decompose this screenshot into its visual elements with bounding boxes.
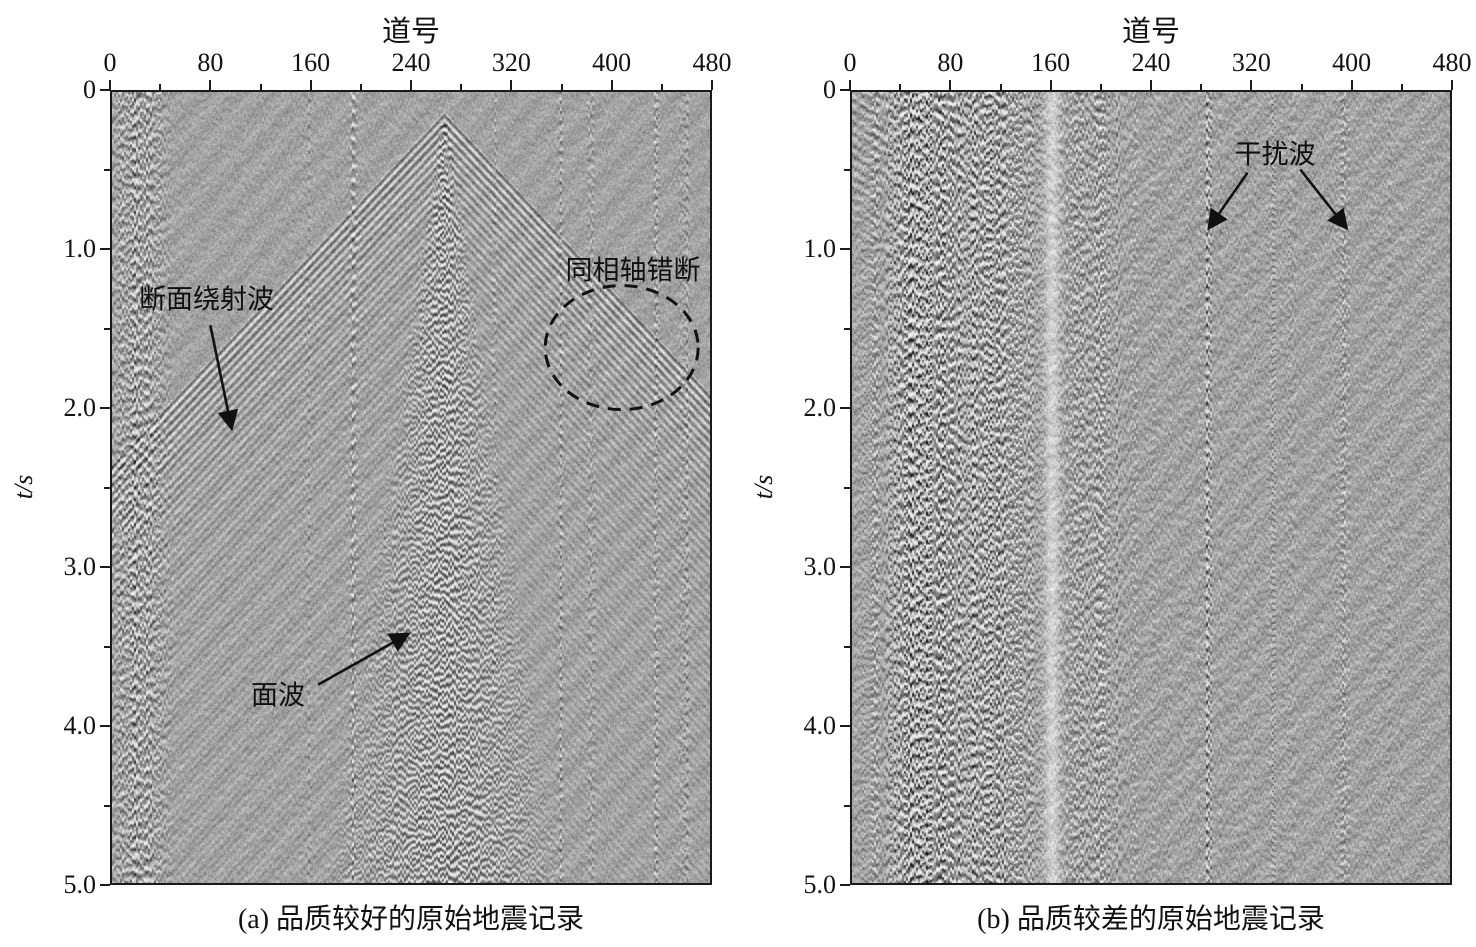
y-minor-tick — [844, 804, 850, 807]
x-tick-label: 480 — [692, 48, 732, 77]
y-tick-label: 3.0 — [63, 552, 97, 581]
y-minor-tick — [104, 168, 110, 171]
y-tick-label: 0 — [823, 75, 836, 104]
y-tick-label: 0 — [83, 75, 96, 104]
y-tick — [100, 566, 110, 568]
y-minor-tick — [104, 486, 110, 489]
y-tick — [100, 89, 110, 91]
x-minor-tick — [1200, 84, 1203, 90]
x-tick-label: 240 — [1131, 48, 1171, 77]
y-minor-tick — [844, 168, 850, 171]
y-tick — [840, 566, 850, 568]
y-tick-label: 5.0 — [63, 870, 97, 899]
x-minor-tick — [259, 84, 262, 90]
y-minor-tick — [104, 804, 110, 807]
y-tick-label: 2.0 — [63, 393, 97, 422]
seismic-image-a — [112, 92, 710, 883]
x-tick-label: 320 — [491, 48, 531, 77]
y-tick-label: 1.0 — [63, 234, 97, 263]
y-tick — [100, 248, 110, 250]
x-tick-label: 0 — [843, 48, 857, 77]
seismic-plot-b — [850, 90, 1452, 885]
caption-b: (b) 品质较差的原始地震记录 — [977, 904, 1325, 935]
y-axis-label-a: t/s — [9, 474, 38, 500]
y-minor-tick — [104, 645, 110, 648]
y-tick — [840, 89, 850, 91]
y-minor-tick — [844, 327, 850, 330]
y-minor-tick — [104, 327, 110, 330]
y-tick — [840, 248, 850, 250]
x-tick — [209, 80, 212, 90]
y-tick — [840, 725, 850, 727]
x-minor-tick — [999, 84, 1002, 90]
x-tick-label: 480 — [1432, 48, 1472, 77]
x-tick — [510, 80, 513, 90]
annotation-label: 断面绕射波 — [139, 284, 275, 315]
x-tick-label: 0 — [103, 48, 117, 77]
y-minor-tick — [844, 486, 850, 489]
x-minor-tick — [159, 84, 162, 90]
x-minor-tick — [1400, 84, 1403, 90]
x-tick-label: 240 — [391, 48, 431, 77]
y-tick — [100, 725, 110, 727]
y-tick — [840, 407, 850, 409]
x-tick-label: 160 — [291, 48, 331, 77]
x-tick — [1350, 80, 1353, 90]
x-tick-label: 80 — [197, 48, 224, 77]
x-minor-tick — [560, 84, 563, 90]
annotation-label: 面波 — [251, 680, 306, 711]
seismic-image-b — [852, 92, 1450, 883]
x-axis-title-b: 道号 — [1121, 16, 1181, 48]
y-axis-label-b: t/s — [749, 474, 778, 500]
x-tick — [109, 80, 111, 90]
y-tick-label: 2.0 — [803, 393, 837, 422]
seismic-plot-a — [110, 90, 712, 885]
x-minor-tick — [660, 84, 663, 90]
x-tick-label: 80 — [937, 48, 964, 77]
x-tick — [711, 80, 713, 90]
x-tick — [1250, 80, 1253, 90]
x-minor-tick — [1300, 84, 1303, 90]
y-tick-label: 1.0 — [803, 234, 837, 263]
x-minor-tick — [899, 84, 902, 90]
x-tick-label: 400 — [592, 48, 632, 77]
x-tick — [1049, 80, 1052, 90]
x-tick — [949, 80, 952, 90]
x-tick — [610, 80, 613, 90]
y-tick-label: 3.0 — [803, 552, 837, 581]
x-tick-label: 320 — [1231, 48, 1271, 77]
x-tick — [410, 80, 412, 90]
x-tick — [1451, 80, 1453, 90]
x-minor-tick — [460, 84, 463, 90]
y-tick — [100, 884, 110, 886]
annotation-label: 干扰波 — [1234, 139, 1316, 170]
x-axis-title-a: 道号 — [381, 16, 441, 48]
caption-a: (a) 品质较好的原始地震记录 — [237, 904, 585, 935]
y-minor-tick — [844, 645, 850, 648]
x-tick — [1150, 80, 1152, 90]
x-tick — [849, 80, 851, 90]
x-minor-tick — [359, 84, 362, 90]
annotation-label: 同相轴错断 — [565, 255, 701, 286]
x-tick — [309, 80, 312, 90]
x-tick-label: 160 — [1031, 48, 1071, 77]
y-tick — [840, 884, 850, 886]
y-tick-label: 5.0 — [803, 870, 837, 899]
y-tick-label: 4.0 — [63, 711, 97, 740]
y-tick — [100, 407, 110, 409]
x-minor-tick — [1099, 84, 1102, 90]
x-tick-label: 400 — [1332, 48, 1372, 77]
y-tick-label: 4.0 — [803, 711, 837, 740]
